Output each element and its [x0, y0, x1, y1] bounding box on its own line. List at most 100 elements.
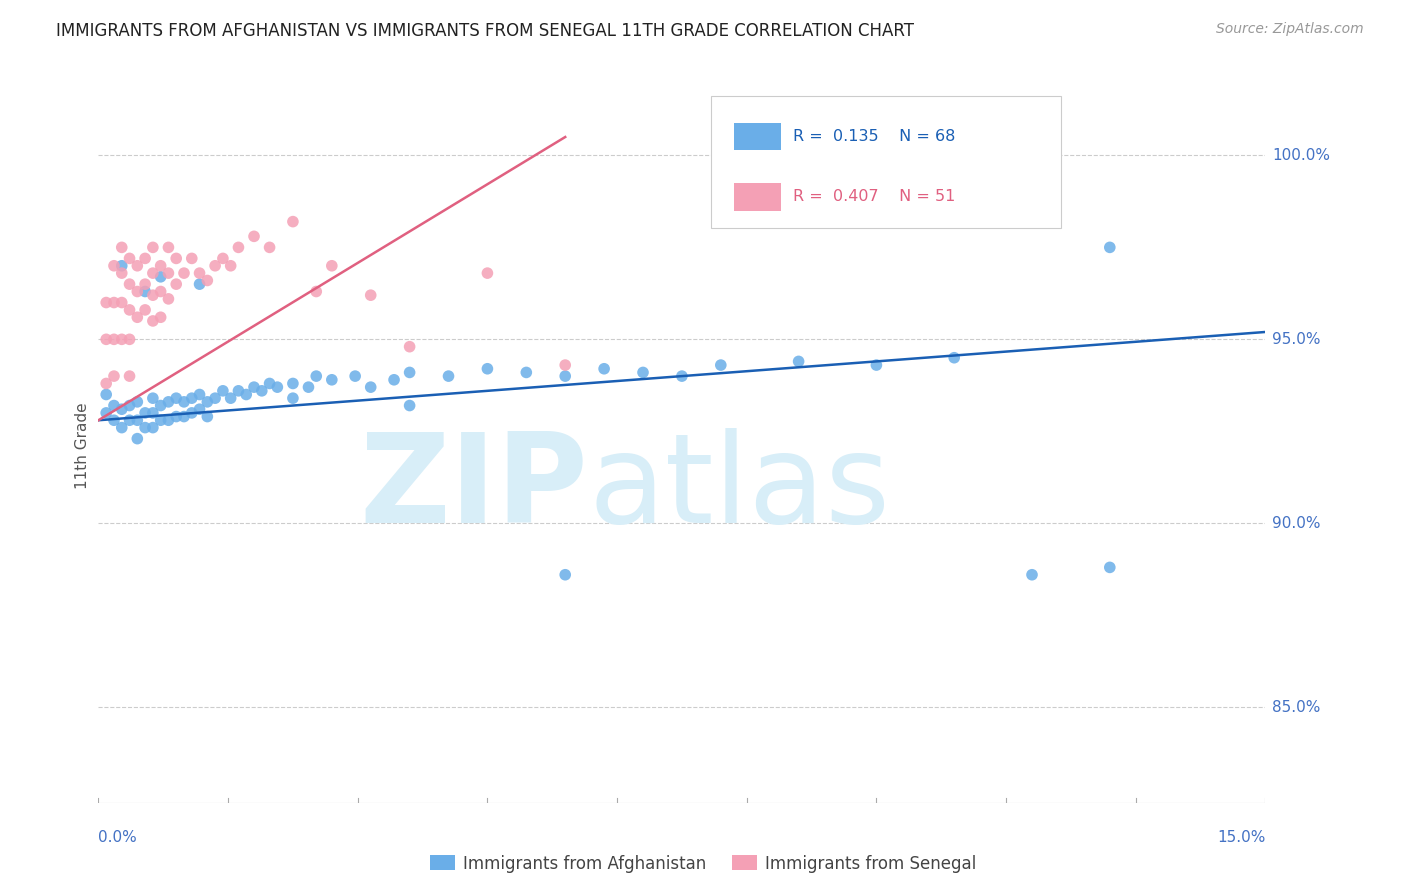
Point: [127, 395, 149, 409]
Point: [157, 292, 180, 306]
Point: [173, 266, 195, 280]
Point: [96, 332, 118, 346]
Point: [127, 432, 149, 446]
Point: [149, 269, 172, 284]
Point: [142, 406, 165, 420]
Point: [111, 402, 134, 417]
Point: [103, 413, 125, 427]
Point: [1021, 567, 1043, 582]
Point: [188, 402, 211, 417]
Point: [142, 288, 165, 302]
Point: [103, 332, 125, 346]
Point: [103, 369, 125, 384]
Point: [149, 399, 172, 413]
Point: [142, 314, 165, 328]
Point: [188, 266, 211, 280]
Point: [127, 285, 149, 299]
Point: [219, 391, 242, 405]
Text: 85.0%: 85.0%: [1272, 699, 1320, 714]
Point: [243, 229, 266, 244]
Point: [266, 380, 288, 394]
Legend: Immigrants from Afghanistan, Immigrants from Senegal: Immigrants from Afghanistan, Immigrants …: [423, 848, 983, 880]
Point: [118, 302, 141, 317]
Point: [259, 240, 281, 254]
Point: [250, 384, 273, 398]
Point: [243, 380, 266, 394]
Point: [173, 409, 195, 424]
Point: [127, 259, 149, 273]
Point: [149, 285, 172, 299]
Point: [477, 266, 499, 280]
Point: [554, 567, 576, 582]
Point: [157, 266, 180, 280]
Point: [134, 302, 156, 317]
Point: [149, 259, 172, 273]
Text: 15.0%: 15.0%: [1218, 830, 1265, 845]
Point: [515, 366, 537, 380]
Point: [103, 399, 125, 413]
Point: [118, 399, 141, 413]
Point: [157, 395, 180, 409]
Point: [398, 399, 420, 413]
Point: [219, 259, 242, 273]
Point: [149, 413, 172, 427]
Point: [360, 380, 382, 394]
Point: [157, 240, 180, 254]
Point: [188, 277, 211, 292]
Point: [204, 259, 226, 273]
FancyBboxPatch shape: [734, 184, 782, 211]
Point: [195, 409, 218, 424]
FancyBboxPatch shape: [711, 96, 1062, 228]
Point: [149, 310, 172, 325]
Text: R =  0.135    N = 68: R = 0.135 N = 68: [793, 128, 955, 144]
Point: [360, 288, 382, 302]
Point: [118, 332, 141, 346]
Point: [195, 395, 218, 409]
Text: 100.0%: 100.0%: [1272, 148, 1330, 163]
Point: [398, 340, 420, 354]
Point: [165, 409, 187, 424]
Point: [96, 406, 118, 420]
Point: [1098, 240, 1121, 254]
Point: [281, 376, 304, 391]
Point: [118, 252, 141, 266]
Point: [103, 259, 125, 273]
Point: [96, 376, 118, 391]
Point: [127, 413, 149, 427]
Point: [554, 369, 576, 384]
Point: [134, 252, 156, 266]
Point: [382, 373, 405, 387]
Point: [134, 285, 156, 299]
Point: [305, 285, 328, 299]
Point: [134, 406, 156, 420]
Point: [398, 366, 420, 380]
Point: [157, 413, 180, 427]
Point: [142, 266, 165, 280]
Point: [118, 413, 141, 427]
Point: [297, 380, 319, 394]
Text: R =  0.407    N = 51: R = 0.407 N = 51: [793, 189, 955, 204]
Point: [111, 240, 134, 254]
Point: [235, 387, 257, 401]
Point: [228, 384, 250, 398]
Point: [134, 277, 156, 292]
Point: [1098, 560, 1121, 574]
Point: [943, 351, 966, 365]
FancyBboxPatch shape: [734, 123, 782, 150]
Point: [204, 391, 226, 405]
Point: [593, 361, 616, 376]
Point: [118, 369, 141, 384]
Point: [111, 420, 134, 434]
Y-axis label: 11th Grade: 11th Grade: [75, 402, 90, 490]
Point: [305, 369, 328, 384]
Point: [212, 252, 235, 266]
Point: [259, 376, 281, 391]
Point: [142, 240, 165, 254]
Point: [180, 391, 202, 405]
Text: Source: ZipAtlas.com: Source: ZipAtlas.com: [1216, 22, 1364, 37]
Point: [671, 369, 693, 384]
Point: [281, 391, 304, 405]
Point: [865, 358, 887, 372]
Point: [180, 252, 202, 266]
Point: [96, 295, 118, 310]
